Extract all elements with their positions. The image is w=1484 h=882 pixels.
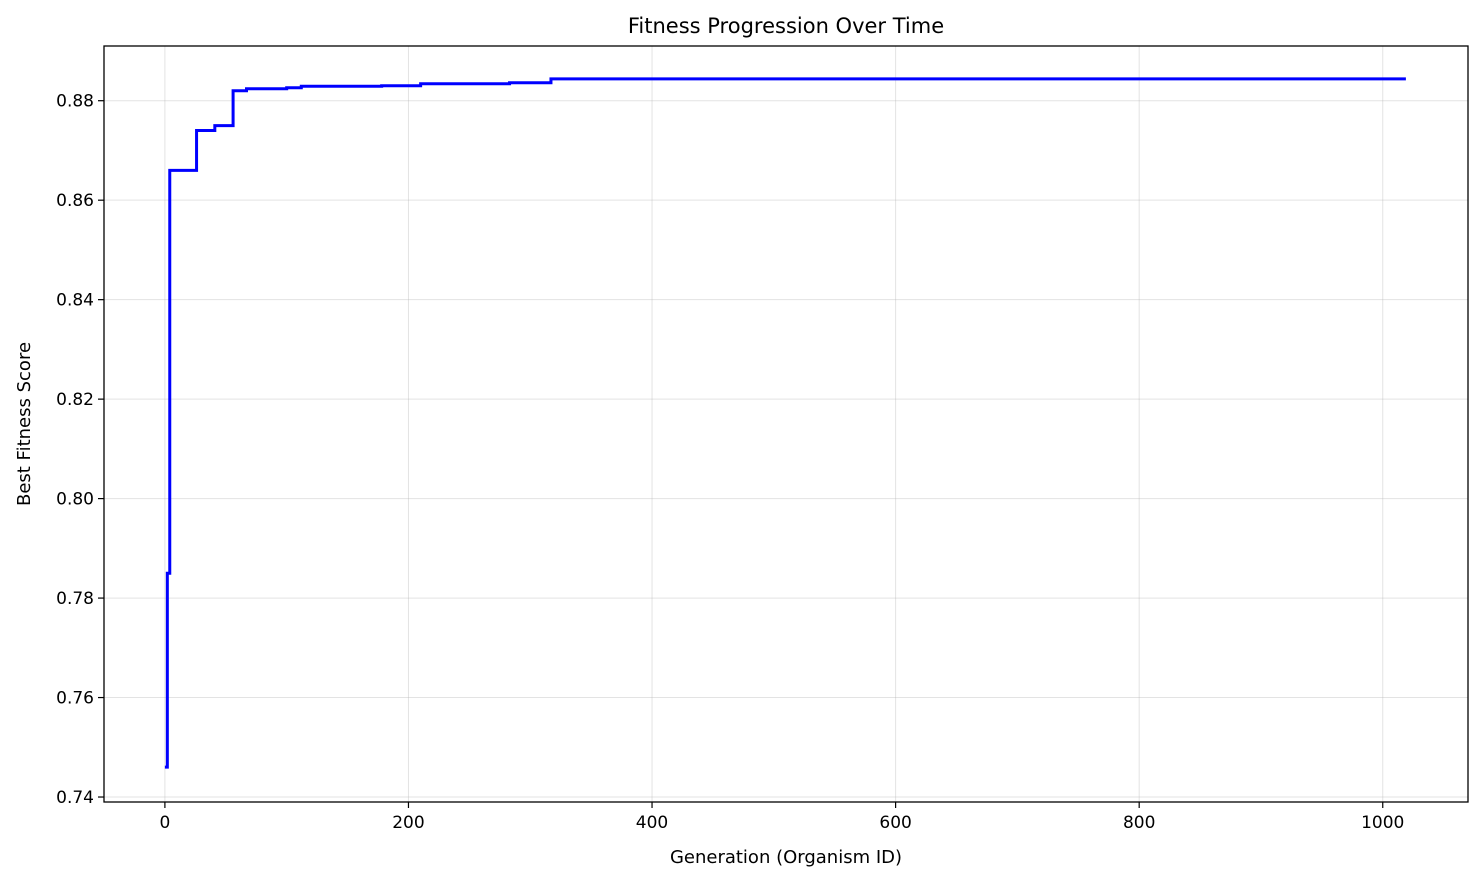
x-tick: 600 — [879, 802, 912, 833]
series-line — [164, 77, 1406, 769]
y-tick-label: 0.76 — [56, 689, 94, 709]
x-tick: 800 — [1123, 802, 1155, 833]
y-axis-ticks: 0.74 0.76 0.78 0.80 0.82 0.84 0.86 0.88 — [56, 92, 104, 808]
y-tick-label: 0.88 — [56, 92, 94, 112]
y-tick: 0.86 — [56, 191, 104, 211]
y-axis-label: Best Fitness Score — [14, 342, 35, 506]
y-tick: 0.74 — [56, 788, 104, 808]
y-tick-label: 0.80 — [56, 490, 94, 510]
y-tick: 0.82 — [56, 390, 104, 410]
y-tick: 0.78 — [56, 589, 104, 609]
x-tick: 200 — [392, 802, 425, 833]
y-tick-label: 0.84 — [56, 291, 94, 311]
chart-title: Fitness Progression Over Time — [628, 14, 944, 38]
x-axis-label: Generation (Organism ID) — [670, 847, 902, 868]
series-layer — [164, 77, 1406, 769]
y-tick: 0.76 — [56, 689, 104, 709]
x-tick-label: 200 — [392, 813, 424, 833]
plot-frame — [103, 45, 1469, 803]
x-tick-label: 1000 — [1361, 813, 1404, 833]
y-tick-label: 0.78 — [56, 589, 94, 609]
y-tick: 0.84 — [56, 291, 104, 311]
x-tick: 400 — [636, 802, 668, 833]
y-tick: 0.88 — [56, 92, 104, 112]
y-tick-label: 0.86 — [56, 191, 94, 211]
x-tick: 0 — [159, 802, 170, 833]
y-tick: 0.80 — [56, 490, 104, 510]
x-tick: 1000 — [1361, 802, 1404, 833]
y-tick-label: 0.82 — [56, 390, 94, 410]
x-tick-label: 800 — [1123, 813, 1155, 833]
grid — [104, 46, 1468, 802]
x-axis-ticks: 0 200 400 600 800 1000 — [159, 802, 1404, 833]
x-tick-label: 0 — [159, 813, 170, 833]
x-tick-label: 600 — [879, 813, 911, 833]
x-tick-label: 400 — [636, 813, 668, 833]
y-tick-label: 0.74 — [56, 788, 94, 808]
